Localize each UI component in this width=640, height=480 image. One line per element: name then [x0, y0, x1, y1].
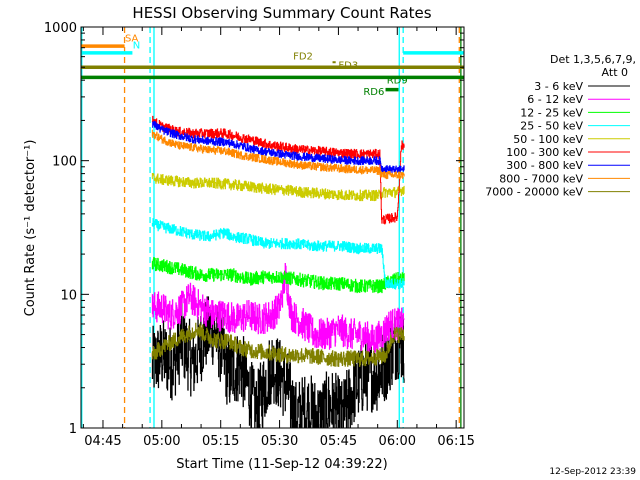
flag-label-saa: SA [125, 34, 139, 45]
y-axis-label: Count Rate (s⁻¹ detector⁻¹) [23, 140, 38, 317]
legend-entry-label: 25 - 50 keV [520, 120, 583, 133]
chart-title: HESSI Observing Summary Count Rates [132, 4, 431, 22]
flag-label-rd6: RD6 [363, 87, 384, 98]
legend-entry-label: 50 - 100 keV [513, 133, 583, 146]
series-line-3 [151, 218, 405, 290]
y-tick-label: 1000 [44, 21, 77, 36]
legend-entry-label: 100 - 300 keV [506, 146, 583, 159]
x-tick-label: 05:15 [202, 434, 239, 449]
flag-label-rd9: RD9 [387, 75, 408, 86]
series-line-1 [151, 262, 405, 355]
legend-title-line-1: Det 1,3,5,6,7,9, [550, 53, 636, 66]
series-line-0 [151, 296, 405, 428]
x-tick-label: 05:45 [320, 434, 357, 449]
flag-bars-layer [81, 44, 464, 92]
plot-frame [80, 26, 465, 429]
x-tick-label: 06:15 [437, 434, 474, 449]
y-tick-label: 100 [52, 155, 77, 170]
x-tick-label: 04:45 [84, 434, 121, 449]
y-tick-label: 10 [60, 288, 77, 303]
series-line-7 [151, 129, 405, 180]
y-tick-label: 1 [69, 422, 77, 437]
series-line-2 [151, 257, 405, 294]
legend-entry-label: 6 - 12 keV [527, 93, 583, 106]
timestamp: 12-Sep-2012 23:39 [549, 467, 636, 477]
x-axis-label: Start Time (11-Sep-12 04:39:22) [176, 457, 387, 472]
y-axis: 1 10 100 1000 [44, 21, 464, 437]
flag-label-fd2: FD2 [293, 52, 313, 63]
legend-title-line-2: Att 0 [602, 66, 628, 79]
series-line-5 [151, 115, 405, 225]
series-line-8 [151, 322, 405, 367]
series-line-6 [152, 120, 405, 174]
legend-entry-label: 3 - 6 keV [534, 80, 583, 93]
flag-label-night: N [133, 40, 140, 51]
legend-entry-label: 300 - 800 keV [506, 159, 583, 172]
series-layer [151, 115, 405, 428]
x-tick-label: 06:00 [379, 434, 416, 449]
legend-entry-label: 7000 - 20000 keV [485, 186, 583, 199]
legend-entry-label: 12 - 25 keV [520, 106, 583, 119]
x-axis: 04:45 05:00 05:15 05:30 05:45 06:00 06:15 [82, 27, 475, 449]
x-tick-label: 05:00 [143, 434, 180, 449]
series-line-4 [151, 173, 405, 202]
plot-area [81, 27, 464, 428]
flag-label-fd3: FD3 [338, 60, 358, 71]
x-tick-label: 05:30 [261, 434, 298, 449]
legend-entry-label: 800 - 7000 keV [499, 172, 583, 185]
